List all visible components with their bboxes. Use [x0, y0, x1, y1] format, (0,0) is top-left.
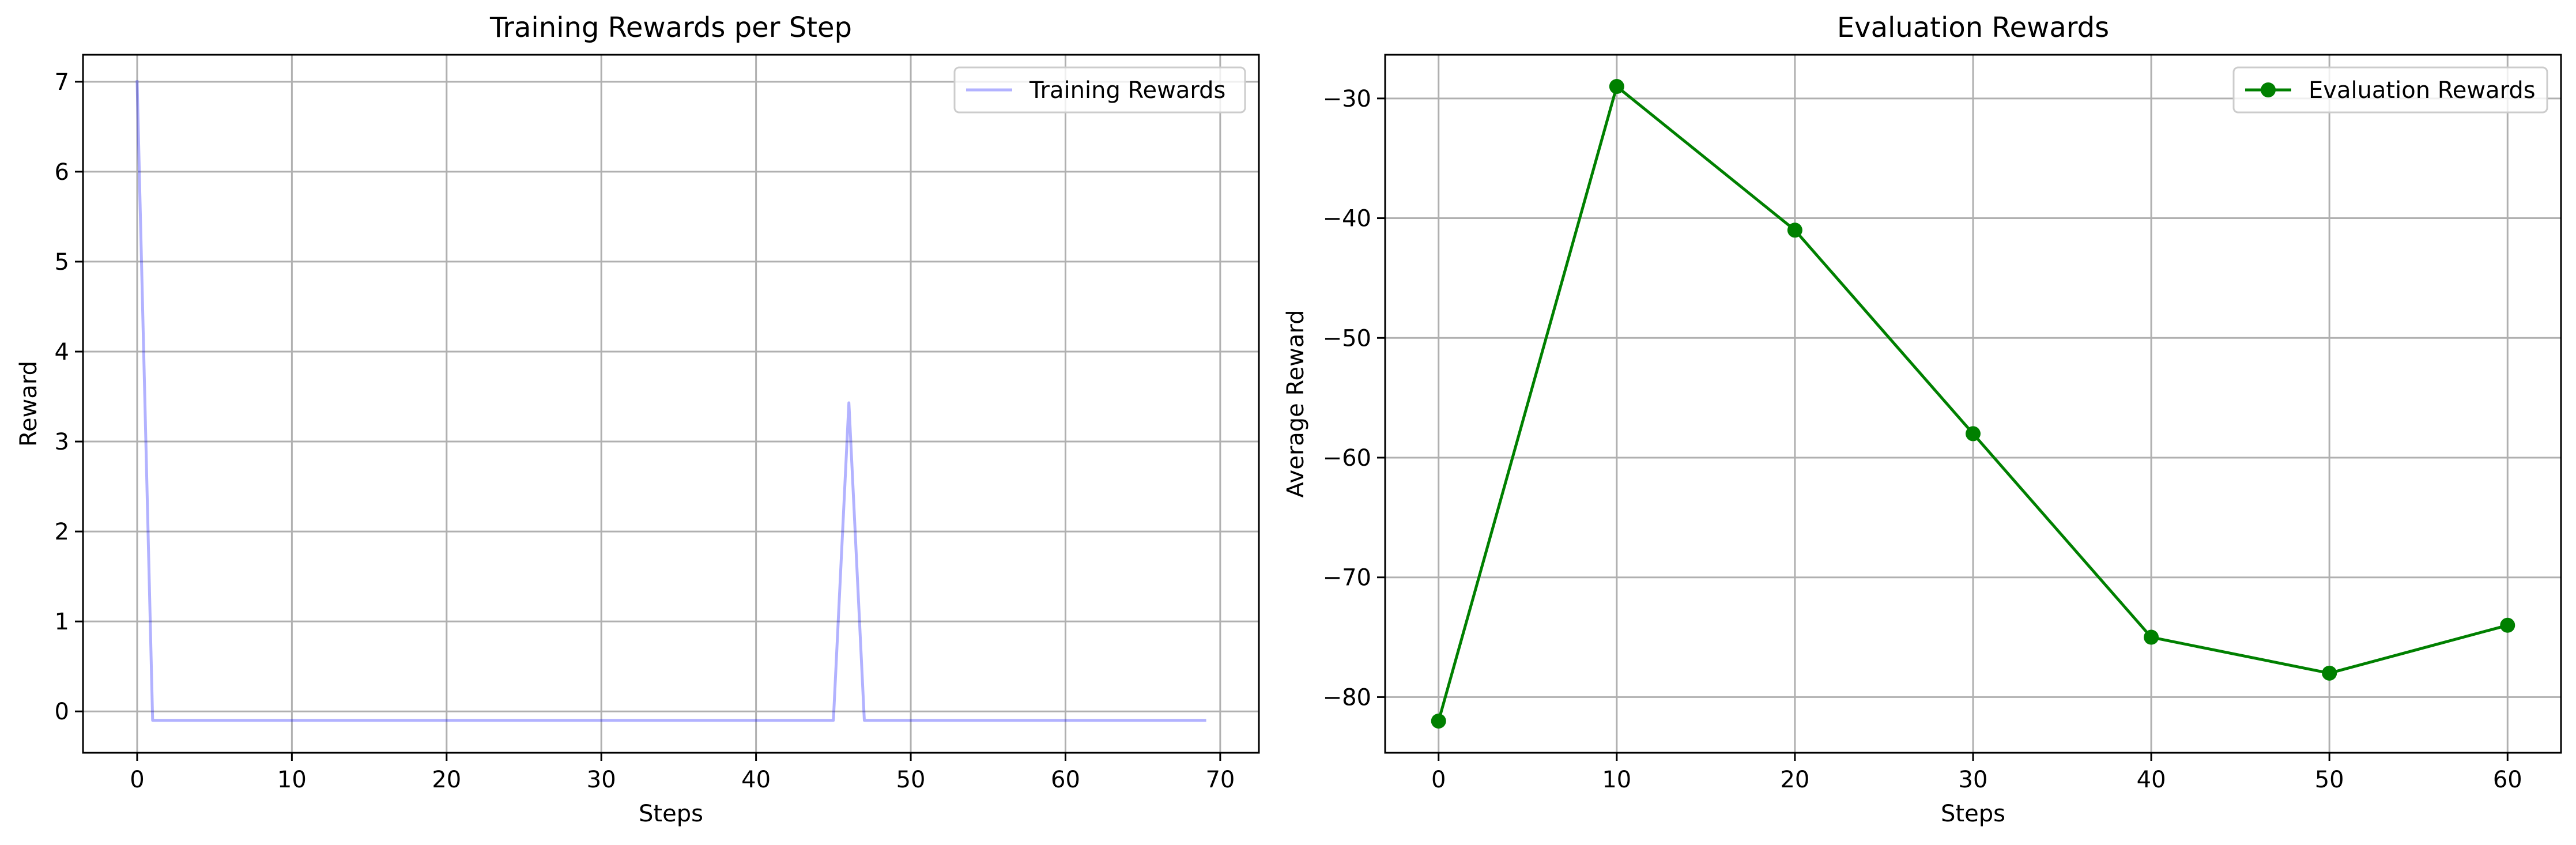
- x-tick-label: 50: [896, 767, 926, 793]
- x-tick-label: 70: [1205, 767, 1235, 793]
- y-tick-label: −80: [1323, 684, 1371, 711]
- data-point: [2500, 617, 2515, 633]
- legend-marker: [2261, 82, 2276, 97]
- legend: Training Rewards: [953, 66, 1246, 114]
- y-tick-label: 3: [55, 429, 69, 455]
- x-tick-label: 60: [2493, 767, 2522, 793]
- x-tick-label: 0: [1431, 767, 1446, 793]
- data-point: [2144, 629, 2159, 645]
- x-tick-label: 20: [432, 767, 461, 793]
- x-tick-label: 40: [741, 767, 771, 793]
- chart-title: Training Rewards per Step: [489, 12, 852, 44]
- x-tick-label: 40: [2137, 767, 2166, 793]
- y-axis-label: Average Reward: [1283, 310, 1309, 498]
- x-tick-label: 0: [130, 767, 144, 793]
- y-tick-label: 2: [55, 519, 69, 545]
- y-tick-label: 7: [55, 69, 69, 96]
- x-tick-label: 10: [277, 767, 307, 793]
- x-tick-label: 50: [2315, 767, 2344, 793]
- legend-label: Evaluation Rewards: [2309, 77, 2536, 104]
- y-tick-label: 1: [55, 609, 69, 635]
- x-tick-label: 20: [1780, 767, 1809, 793]
- y-tick-label: −50: [1323, 325, 1371, 352]
- legend-box: [2232, 66, 2548, 114]
- legend-label: Training Rewards: [1029, 77, 1225, 104]
- x-axis-label: Steps: [639, 801, 703, 827]
- data-point: [2322, 665, 2337, 681]
- y-tick-label: 6: [55, 159, 69, 186]
- y-tick-label: 5: [55, 249, 69, 276]
- x-tick-label: 10: [1602, 767, 1631, 793]
- chart-title: Evaluation Rewards: [1837, 12, 2109, 44]
- legend-box: [953, 66, 1246, 114]
- x-tick-label: 60: [1051, 767, 1080, 793]
- y-tick-label: −40: [1323, 206, 1371, 232]
- y-tick-label: −70: [1323, 565, 1371, 591]
- x-tick-label: 30: [1959, 767, 1988, 793]
- x-axis-label: Steps: [1941, 801, 2005, 827]
- y-tick-label: 4: [55, 339, 69, 365]
- data-point: [1787, 222, 1802, 238]
- y-axis-label: Reward: [16, 361, 42, 447]
- y-tick-label: −60: [1323, 445, 1371, 471]
- x-tick-label: 30: [587, 767, 616, 793]
- data-point: [1431, 713, 1446, 729]
- legend: Evaluation Rewards: [2232, 66, 2548, 114]
- chart-2: 0 10 20 30 40 50 60 −80 −70 −60 −50 −40 −30 Evaluatio…: [1283, 12, 2562, 827]
- series-line: [135, 80, 1206, 722]
- chart-1: 0 10 20 30 40 50 60 70 0 1 2 3 4 5 6 7 Training Rewards …: [16, 12, 1260, 827]
- data-point: [1609, 79, 1624, 95]
- plot-frame: [82, 54, 1260, 754]
- data-point: [1966, 426, 1981, 442]
- y-tick-label: 0: [55, 699, 69, 725]
- y-tick-label: −30: [1323, 86, 1371, 112]
